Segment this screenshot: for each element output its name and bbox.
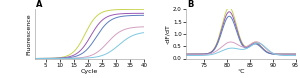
- Text: A: A: [36, 0, 42, 9]
- Y-axis label: -dF/dT: -dF/dT: [165, 24, 170, 44]
- X-axis label: °C: °C: [237, 69, 244, 74]
- Y-axis label: Fluorescence: Fluorescence: [27, 13, 32, 55]
- X-axis label: Cycle: Cycle: [81, 69, 98, 74]
- Text: B: B: [187, 0, 193, 9]
